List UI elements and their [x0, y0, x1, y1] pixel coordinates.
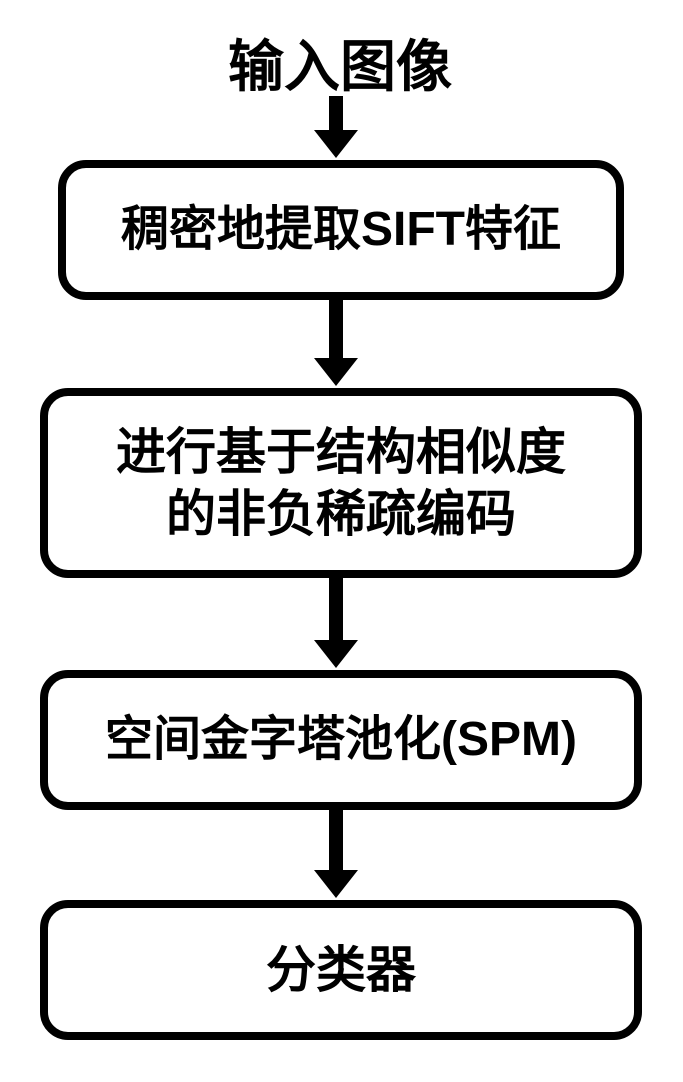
arrow-1-head-icon: [314, 130, 358, 158]
box-sparse-coding: 进行基于结构相似度 的非负稀疏编码: [40, 388, 642, 578]
box-sift: 稠密地提取SIFT特征: [58, 160, 624, 300]
arrow-2-head-icon: [314, 358, 358, 386]
box-sparse-line1: 进行基于结构相似度: [116, 424, 566, 480]
flowchart-title: 输入图像: [195, 22, 485, 103]
arrow-1-shaft: [329, 96, 343, 130]
box-sift-label: 稠密地提取SIFT特征: [66, 200, 616, 260]
arrow-2-shaft: [329, 300, 343, 358]
arrow-4-head-icon: [314, 870, 358, 898]
arrow-3-head-icon: [314, 640, 358, 668]
box-spm: 空间金字塔池化(SPM): [40, 670, 642, 810]
box-classifier-label: 分类器: [48, 939, 634, 1002]
flowchart-canvas: 输入图像 稠密地提取SIFT特征 进行基于结构相似度 的非负稀疏编码 空间金字塔…: [0, 0, 683, 1082]
box-classifier: 分类器: [40, 900, 642, 1040]
arrow-4-shaft: [329, 810, 343, 870]
box-sparse-line2: 的非负稀疏编码: [166, 486, 516, 542]
box-sparse-coding-label: 进行基于结构相似度 的非负稀疏编码: [48, 421, 634, 546]
arrow-3-shaft: [329, 578, 343, 640]
box-spm-label: 空间金字塔池化(SPM): [48, 710, 634, 770]
